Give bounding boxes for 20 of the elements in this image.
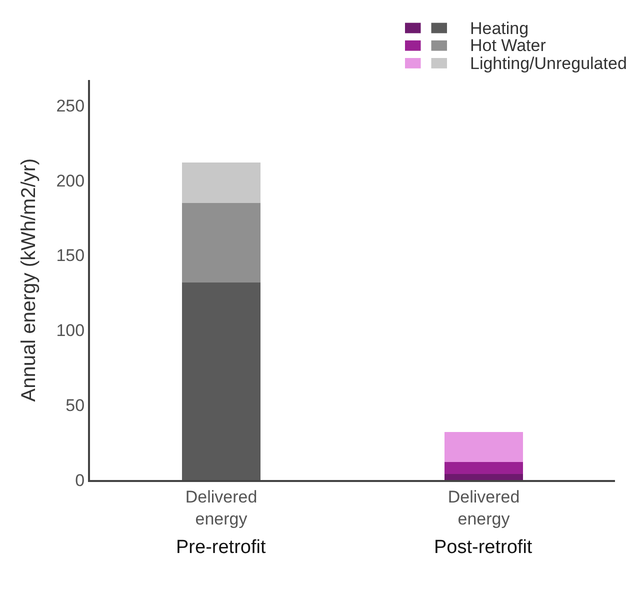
y-tick-label: 100 [56, 321, 85, 340]
x-tick-label: Delivered energy [185, 487, 258, 528]
bar [444, 462, 524, 474]
bar [182, 162, 261, 203]
legend-label: Heating [470, 19, 529, 38]
y-tick-label: 0 [75, 470, 85, 490]
bar [444, 432, 524, 462]
y-tick-label: 50 [66, 396, 85, 416]
y-tick-label: 250 [56, 96, 85, 116]
y-axis-title: Annual energy (kWh/m2/yr) [18, 158, 40, 402]
legend-label: Lighting/Unregulated [470, 54, 627, 73]
text: Pre-retrofit [176, 537, 266, 558]
bar [182, 202, 261, 282]
y-tick-label: 150 [56, 246, 85, 266]
legend-label: Hot Water [470, 36, 546, 55]
text: Post-retrofit [434, 537, 533, 558]
x-tick-label: Delivered energy [448, 487, 520, 528]
y-tick-label: 200 [56, 171, 85, 190]
bar [182, 282, 261, 480]
bar [444, 474, 524, 480]
